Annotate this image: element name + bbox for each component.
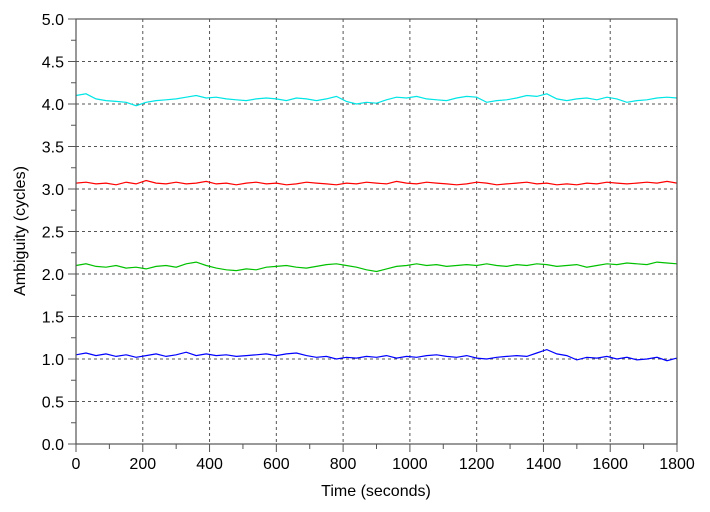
series-group (75, 93, 678, 362)
series-line-2 (75, 261, 678, 273)
y-tick-label: 0.0 (42, 437, 64, 454)
y-tick-label: 1.0 (42, 352, 64, 369)
y-tick-label: 5.0 (42, 12, 64, 29)
y-tick-label: 2.5 (42, 225, 64, 242)
x-tick-label: 1800 (659, 456, 695, 473)
y-tick-label: 0.5 (42, 395, 64, 412)
y-tick-label: 4.0 (42, 97, 64, 114)
series-line-3 (75, 348, 678, 362)
y-tick-label: 4.5 (42, 55, 64, 72)
x-tick-label: 400 (196, 456, 223, 473)
series-line-0 (75, 93, 678, 107)
x-tick-label: 1000 (392, 456, 428, 473)
x-tick-label: 800 (330, 456, 357, 473)
x-tick-label: 0 (72, 456, 81, 473)
x-tick-label: 1600 (592, 456, 628, 473)
x-axis-label: Time (seconds) (321, 483, 431, 500)
x-tick-label: 200 (129, 456, 156, 473)
y-tick-label: 1.5 (42, 310, 64, 327)
y-tick-label: 3.0 (42, 182, 64, 199)
grid (76, 19, 677, 444)
ticks: 0 200 400 600 800 1000 1200 1400 1600 1800 0.0 0.5 1… (42, 12, 695, 473)
y-axis-label: Ambiguity (cycles) (12, 166, 29, 296)
x-tick-label: 600 (263, 456, 290, 473)
series-line-1 (75, 179, 678, 186)
x-tick-label: 1200 (459, 456, 495, 473)
x-tick-label: 1400 (526, 456, 562, 473)
y-tick-label: 2.0 (42, 267, 64, 284)
y-tick-label: 3.5 (42, 140, 64, 157)
